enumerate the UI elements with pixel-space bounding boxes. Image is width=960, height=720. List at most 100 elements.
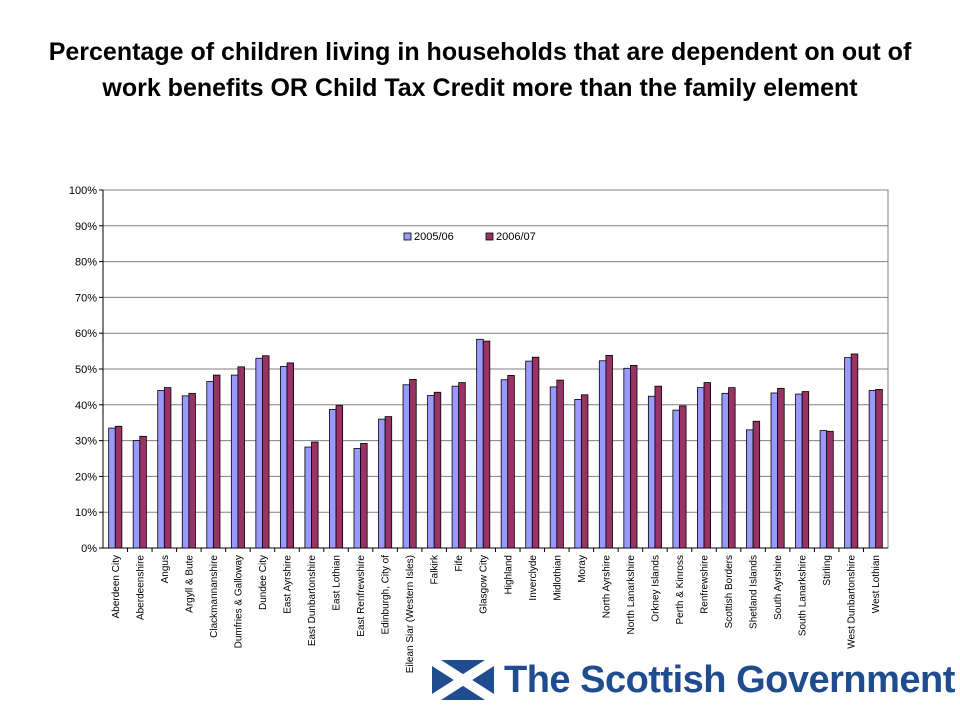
legend-swatch <box>485 232 494 241</box>
bar <box>451 385 460 549</box>
bar <box>598 360 607 549</box>
x-tick-label: Fife <box>454 555 465 572</box>
bar <box>777 387 785 549</box>
bar <box>574 399 582 549</box>
x-tick-label: West Lothian <box>871 555 882 613</box>
bar <box>163 387 172 549</box>
y-tick-label: 100% <box>69 185 97 197</box>
x-tick-label: North Ayrshire <box>601 555 612 619</box>
bar <box>360 443 368 549</box>
x-tick-label: Scottish Borders <box>724 555 735 628</box>
x-tick-label: Dumfries & Galloway <box>233 555 244 648</box>
x-tick-label: Dundee City <box>258 555 269 610</box>
bar <box>556 379 564 549</box>
scottish-government-logo: The Scottish Government <box>432 656 955 706</box>
y-tick-label: 40% <box>75 400 97 412</box>
x-tick-label: Argyll & Bute <box>184 555 195 613</box>
bar <box>378 418 386 549</box>
x-tick-label: Aberdeen City <box>111 555 122 618</box>
bar <box>647 395 656 549</box>
bar <box>384 416 393 549</box>
bar <box>531 356 540 549</box>
y-tick-label: 80% <box>75 257 97 269</box>
x-tick-label: East Lothian <box>332 555 343 611</box>
x-tick-label: Midlothian <box>552 555 563 601</box>
legend-label: 2005/06 <box>414 231 454 243</box>
bar <box>721 392 729 549</box>
bar <box>353 448 361 549</box>
bar <box>850 353 859 549</box>
y-tick-label: 70% <box>75 292 97 304</box>
bar <box>262 355 270 549</box>
bar <box>255 357 263 549</box>
bar <box>580 394 589 549</box>
y-tick-label: 50% <box>75 364 97 376</box>
bar <box>868 390 877 549</box>
bar <box>605 354 613 549</box>
x-tick-label: East Ayrshire <box>282 555 293 614</box>
bar <box>844 357 852 549</box>
bar <box>139 435 147 549</box>
x-tick-label: Aberdeenshire <box>135 555 146 620</box>
bar <box>672 409 680 549</box>
bar <box>458 382 466 549</box>
y-tick-label: 30% <box>75 436 97 448</box>
y-tick-label: 60% <box>75 328 97 340</box>
bar <box>427 395 435 549</box>
bar <box>507 375 515 549</box>
x-tick-label: Glasgow City <box>479 555 490 614</box>
bar <box>181 395 190 549</box>
x-tick-label: South Lanarkshire <box>798 555 809 637</box>
y-tick-label: 90% <box>75 221 97 233</box>
y-tick-label: 20% <box>75 471 97 483</box>
bar <box>212 374 221 549</box>
y-tick-label: 10% <box>75 507 97 519</box>
bar <box>679 405 687 549</box>
bar <box>525 360 533 549</box>
x-tick-label: West Dunbartonshire <box>847 555 858 649</box>
bar <box>230 374 239 549</box>
legend-label: 2006/07 <box>496 231 536 243</box>
bar <box>402 384 411 549</box>
bar <box>654 385 662 549</box>
bar <box>746 429 754 549</box>
bar <box>157 390 165 549</box>
bar <box>703 382 712 549</box>
bar <box>795 393 803 549</box>
bar <box>630 365 638 549</box>
bar <box>697 387 705 549</box>
bar <box>409 378 417 549</box>
x-tick-label: Moray <box>577 555 588 583</box>
bar <box>311 441 319 549</box>
bar <box>482 340 491 549</box>
x-tick-label: East Renfrewshire <box>356 555 367 637</box>
bar <box>476 338 484 549</box>
bar <box>770 392 779 549</box>
bar <box>623 367 631 549</box>
bar <box>286 362 294 549</box>
bar <box>304 446 312 549</box>
bar <box>549 386 558 549</box>
bar <box>329 409 337 549</box>
logo-text: The Scottish Government <box>504 659 955 701</box>
bar <box>826 430 834 549</box>
y-tick-label: 0% <box>81 543 97 555</box>
x-tick-label: East Dunbartonshire <box>307 555 318 647</box>
x-tick-label: North Lanarkshire <box>626 555 637 635</box>
legend-swatch <box>403 232 412 241</box>
bar <box>108 427 116 549</box>
bar <box>279 366 288 549</box>
bar <box>801 391 810 549</box>
x-tick-label: Orkney Islands <box>650 555 661 622</box>
x-tick-label: Edinburgh, City of <box>381 555 392 635</box>
x-tick-label: Highland <box>503 555 514 594</box>
x-tick-label: Perth & Kinross <box>675 555 686 624</box>
chart-title: Percentage of children living in househo… <box>48 38 912 102</box>
bar <box>728 387 736 549</box>
x-tick-label: Inverclyde <box>528 555 539 601</box>
saltire-flag-icon <box>432 660 494 700</box>
bar <box>237 366 245 549</box>
x-tick-label: Shetland Islands <box>749 555 760 629</box>
bar <box>206 381 214 549</box>
